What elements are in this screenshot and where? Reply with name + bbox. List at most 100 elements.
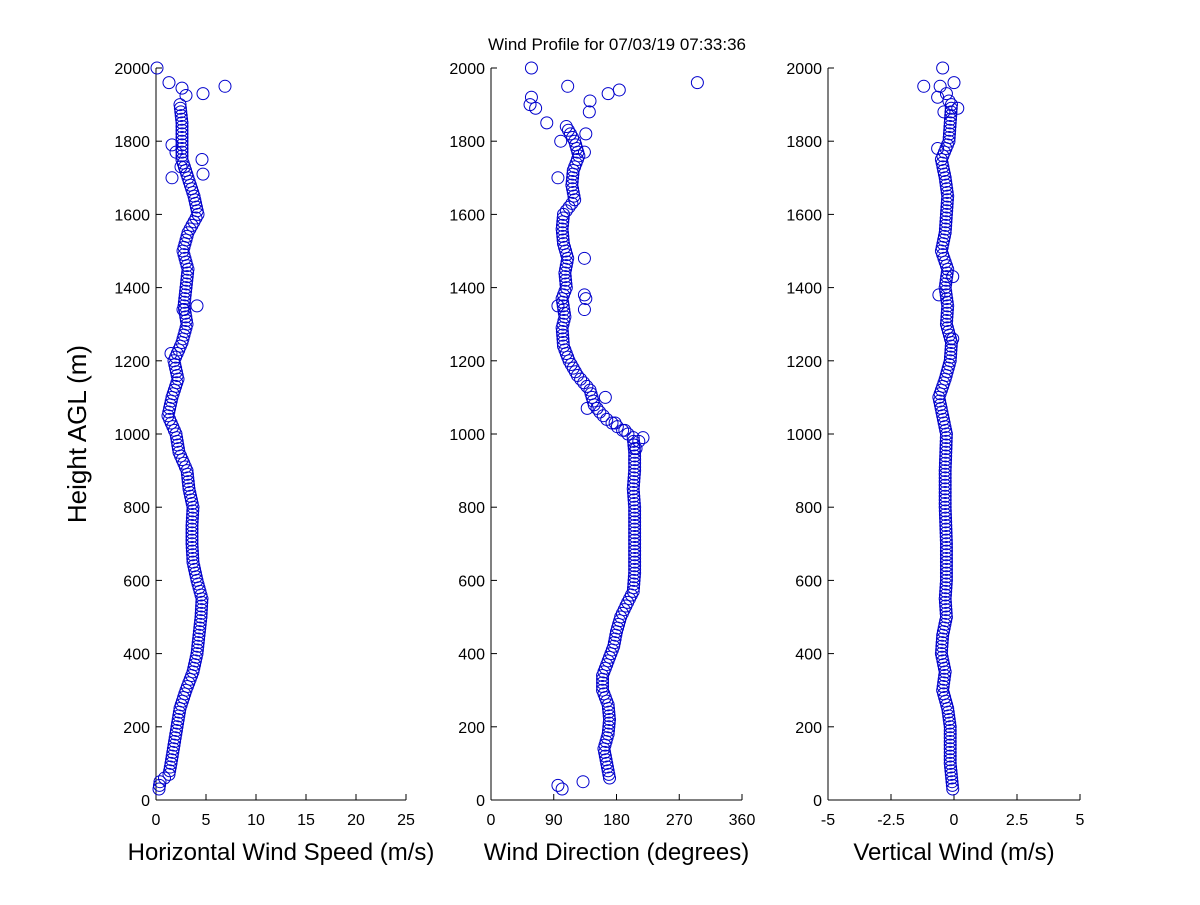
y-tick-label: 1400 <box>449 281 485 298</box>
data-point <box>628 548 642 562</box>
data-point <box>939 537 953 551</box>
data-point <box>192 628 206 642</box>
data-point <box>937 251 951 265</box>
data-point <box>195 595 209 609</box>
y-tick-label: 1400 <box>114 281 150 298</box>
data-point <box>943 753 957 767</box>
data-point <box>577 303 591 317</box>
data-point <box>171 716 185 730</box>
data-point <box>577 376 591 390</box>
data-point <box>939 529 953 543</box>
data-point <box>946 332 960 346</box>
data-point <box>603 712 617 726</box>
data-point <box>576 775 590 789</box>
y-tick-label: 400 <box>458 647 485 664</box>
data-point <box>566 171 580 185</box>
data-points <box>917 61 965 796</box>
data-point <box>938 497 952 511</box>
data-point <box>185 218 199 232</box>
data-point <box>628 515 642 529</box>
data-point <box>596 676 610 690</box>
data-point <box>941 189 955 203</box>
data-point <box>598 390 612 404</box>
data-point <box>938 493 952 507</box>
data-point <box>565 178 579 192</box>
data-point <box>939 178 953 192</box>
data-point <box>628 460 642 474</box>
data-point <box>583 94 597 108</box>
data-point <box>192 625 206 639</box>
data-point <box>628 533 642 547</box>
y-tick-label: 600 <box>458 573 485 590</box>
data-point <box>943 756 957 770</box>
data-point <box>939 540 953 554</box>
data-point <box>194 603 208 617</box>
data-point <box>194 614 208 628</box>
data-point <box>943 350 957 364</box>
data-point <box>690 76 704 90</box>
data-point <box>596 680 610 694</box>
data-point <box>171 438 185 452</box>
data-point <box>943 354 957 368</box>
data-point <box>938 669 952 683</box>
data-point <box>944 109 958 123</box>
data-point <box>195 599 209 613</box>
data-point <box>938 486 952 500</box>
data-point <box>628 456 642 470</box>
data-point <box>169 379 183 393</box>
x-tick-label: 0 <box>152 812 161 829</box>
data-point <box>175 127 189 141</box>
data-point <box>178 306 192 320</box>
data-point <box>556 328 570 342</box>
data-point <box>164 756 178 770</box>
data-point <box>166 745 180 759</box>
data-point <box>944 98 958 112</box>
data-point <box>917 79 931 93</box>
data-point <box>939 218 953 232</box>
data-point <box>943 749 957 763</box>
data-point <box>628 544 642 558</box>
data-point <box>169 723 183 737</box>
data-point <box>177 295 191 309</box>
data-point <box>939 599 953 613</box>
data-point <box>186 548 200 562</box>
data-point <box>939 438 953 452</box>
data-point <box>627 489 641 503</box>
data-point <box>185 540 199 554</box>
data-point <box>938 467 952 481</box>
y-tick-label: 800 <box>795 500 822 517</box>
data-point <box>559 273 573 287</box>
data-point <box>183 222 197 236</box>
data-point <box>524 61 538 75</box>
data-point <box>627 467 641 481</box>
data-point <box>565 174 579 188</box>
data-point <box>943 116 957 130</box>
data-point <box>939 562 953 576</box>
data-point <box>193 621 207 635</box>
data-point <box>939 581 953 595</box>
data-point <box>540 116 554 130</box>
data-point <box>946 270 960 284</box>
data-point <box>190 299 204 313</box>
data-point <box>570 368 584 382</box>
data-point <box>938 504 952 518</box>
data-point <box>171 712 185 726</box>
y-tick-label: 0 <box>813 793 822 810</box>
data-point <box>181 266 195 280</box>
data-point <box>175 694 189 708</box>
data-point <box>940 182 954 196</box>
data-point <box>175 112 189 126</box>
x-tick-label: 360 <box>729 812 756 829</box>
data-point <box>938 222 952 236</box>
data-point <box>191 636 205 650</box>
data-point <box>935 639 949 653</box>
data-point <box>939 559 953 573</box>
data-point <box>555 222 569 236</box>
y-tick-label: 1000 <box>114 427 150 444</box>
data-point <box>561 79 575 93</box>
y-tick-label: 1600 <box>786 207 822 224</box>
data-point <box>186 504 200 518</box>
data-point <box>165 138 179 152</box>
data-point <box>168 734 182 748</box>
